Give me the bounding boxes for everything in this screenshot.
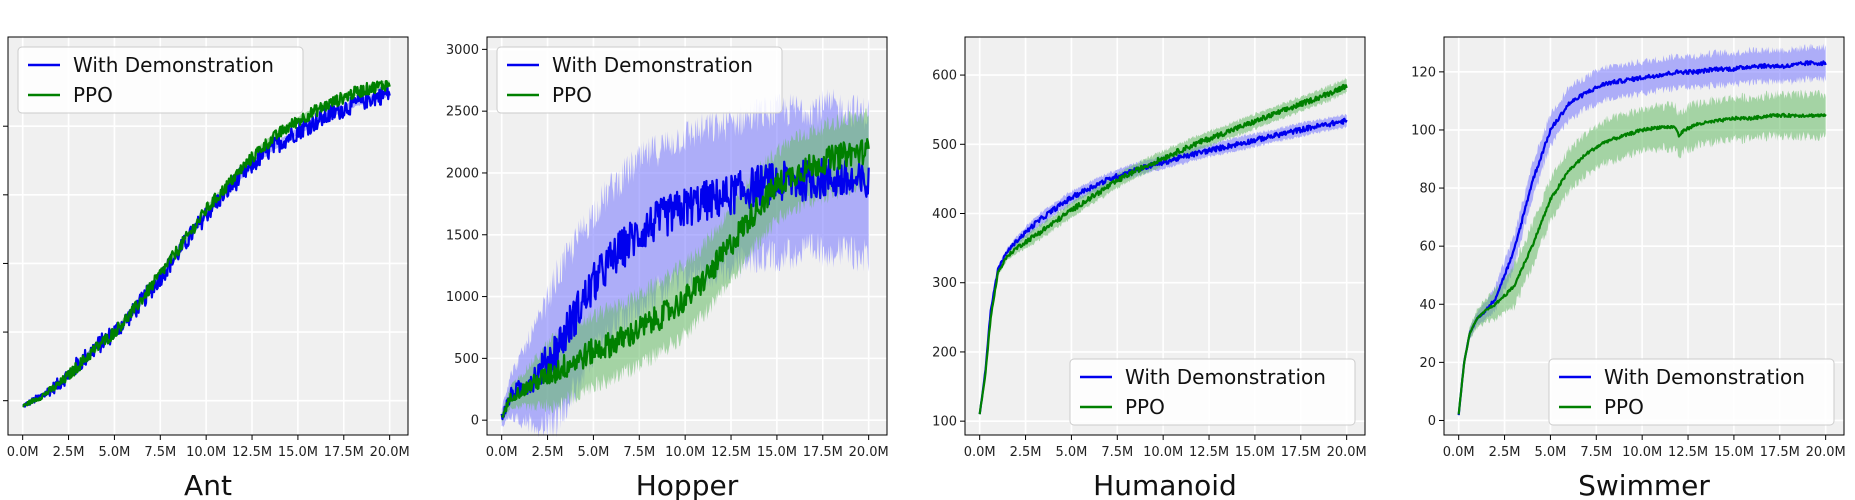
x-tick-label: 12.5M bbox=[232, 445, 272, 460]
lines bbox=[1457, 60, 1827, 416]
x-tick-label: 7.5M bbox=[1101, 445, 1133, 460]
legend-box bbox=[17, 46, 304, 114]
legend: With Demonstration PPO bbox=[496, 46, 783, 114]
legend-label: With Demonstration bbox=[1604, 365, 1805, 389]
y-tick-label: 100 bbox=[1411, 123, 1436, 138]
x-tick-label: 20.0M bbox=[1327, 445, 1367, 460]
x-tick-label: 2.5M bbox=[1010, 445, 1042, 460]
y-tick-label: 1000 bbox=[446, 290, 479, 305]
band-ppo bbox=[1458, 89, 1826, 417]
x-tick-label: 7.5M bbox=[623, 445, 655, 460]
chart-title: Ant bbox=[184, 469, 232, 500]
y-tick-label: 60 bbox=[1419, 240, 1436, 255]
y-tick-label: 3000 bbox=[446, 43, 479, 58]
x-tick-label: 0.0M bbox=[1443, 445, 1475, 460]
x-tick-label: 12.5M bbox=[711, 445, 751, 460]
legend-label: PPO bbox=[552, 83, 592, 107]
x-tick-label: 15.0M bbox=[1714, 445, 1754, 460]
band-demo bbox=[1458, 43, 1826, 418]
y-tick-label: 120 bbox=[1411, 65, 1436, 80]
x-tick-label: 7.5M bbox=[144, 445, 176, 460]
plot-frame bbox=[486, 36, 888, 436]
y-tick-label: 200 bbox=[932, 345, 957, 360]
y-tick-label: 100 bbox=[932, 415, 957, 430]
y-tick-label: 500 bbox=[454, 352, 479, 367]
x-tick-label: 5.0M bbox=[577, 445, 609, 460]
chart-2: 0.0M 2.5M 5.0M 7.5M 10.0M 12.5M 15.0M 17.5M 20.0… bbox=[932, 36, 1367, 500]
series-line-ppo bbox=[978, 83, 1348, 415]
bands bbox=[1458, 43, 1826, 418]
chart-3: 0.0M 2.5M 5.0M 7.5M 10.0M 12.5M 15.0M 17.5M 20.0… bbox=[1411, 36, 1846, 500]
x-tick-label: 2.5M bbox=[53, 445, 85, 460]
x-tick-label: 7.5M bbox=[1580, 445, 1612, 460]
legend-label: PPO bbox=[1604, 395, 1644, 419]
series-line-ppo bbox=[500, 138, 870, 418]
lines bbox=[500, 138, 870, 421]
y-tick-label: 20 bbox=[1419, 356, 1436, 371]
x-tick-label: 15.0M bbox=[278, 445, 318, 460]
x-tick-label: 10.0M bbox=[665, 445, 705, 460]
y-tick-label: 1500 bbox=[446, 228, 479, 243]
x-tick-label: 2.5M bbox=[1489, 445, 1521, 460]
x-tick-label: 20.0M bbox=[370, 445, 410, 460]
chart-0: 0.0M 2.5M 5.0M 7.5M 10.0M 12.5M 15.0M 17.5M 20.0… bbox=[3, 36, 410, 500]
x-tick-label: 10.0M bbox=[1143, 445, 1183, 460]
y-tick-label: 40 bbox=[1419, 298, 1436, 313]
lines bbox=[22, 80, 391, 408]
x-tick-label: 0.0M bbox=[486, 445, 518, 460]
lines bbox=[978, 83, 1348, 415]
x-tick-label: 5.0M bbox=[98, 445, 130, 460]
y-tick-label: 300 bbox=[932, 276, 957, 291]
legend: With Demonstration PPO bbox=[17, 46, 304, 114]
y-tick-label: 2500 bbox=[446, 105, 479, 120]
y-tick-label: 0 bbox=[471, 414, 479, 429]
y-tick-label: 80 bbox=[1419, 182, 1436, 197]
chart-1: 0.0M 2.5M 5.0M 7.5M 10.0M 12.5M 15.0M 17.5M 20.0… bbox=[446, 36, 889, 500]
legend-label: With Demonstration bbox=[552, 53, 753, 77]
x-tick-label: 0.0M bbox=[964, 445, 996, 460]
plot-frame bbox=[7, 36, 409, 436]
legend-label: With Demonstration bbox=[73, 53, 274, 77]
series-line-demo bbox=[1457, 60, 1827, 416]
x-tick-label: 5.0M bbox=[1055, 445, 1087, 460]
chart-title: Humanoid bbox=[1093, 469, 1237, 500]
y-tick-label: 400 bbox=[932, 207, 957, 222]
x-tick-label: 17.5M bbox=[324, 445, 364, 460]
x-tick-label: 2.5M bbox=[532, 445, 564, 460]
y-tick-label: 2000 bbox=[446, 166, 479, 181]
x-tick-label: 17.5M bbox=[1760, 445, 1800, 460]
legend-box bbox=[1548, 358, 1835, 426]
x-tick-label: 20.0M bbox=[1806, 445, 1846, 460]
legend-box bbox=[496, 46, 783, 114]
y-tick-label: 0 bbox=[1428, 414, 1436, 429]
plot-frame bbox=[1443, 36, 1845, 436]
x-tick-label: 10.0M bbox=[1622, 445, 1662, 460]
plot-frame bbox=[964, 36, 1366, 436]
x-tick-label: 15.0M bbox=[1235, 445, 1275, 460]
x-tick-label: 0.0M bbox=[7, 445, 39, 460]
series-line-ppo bbox=[22, 80, 391, 408]
legend: With Demonstration PPO bbox=[1548, 358, 1835, 426]
series-line-ppo bbox=[1457, 112, 1827, 415]
legend-label: PPO bbox=[73, 83, 113, 107]
x-tick-label: 17.5M bbox=[803, 445, 843, 460]
y-tick-label: 500 bbox=[932, 138, 957, 153]
x-tick-label: 5.0M bbox=[1534, 445, 1566, 460]
x-tick-label: 10.0M bbox=[186, 445, 226, 460]
legend-label: With Demonstration bbox=[1125, 365, 1326, 389]
x-tick-label: 15.0M bbox=[757, 445, 797, 460]
legend-label: PPO bbox=[1125, 395, 1165, 419]
chart-title: Hopper bbox=[636, 469, 739, 500]
series-line-demo bbox=[978, 117, 1348, 415]
chart-title: Swimmer bbox=[1578, 469, 1710, 500]
legend: With Demonstration PPO bbox=[1069, 358, 1356, 426]
x-tick-label: 20.0M bbox=[849, 445, 889, 460]
x-tick-label: 17.5M bbox=[1281, 445, 1321, 460]
y-tick-label: 600 bbox=[932, 69, 957, 84]
x-tick-label: 12.5M bbox=[1668, 445, 1708, 460]
x-tick-label: 12.5M bbox=[1189, 445, 1229, 460]
legend-box bbox=[1069, 358, 1356, 426]
